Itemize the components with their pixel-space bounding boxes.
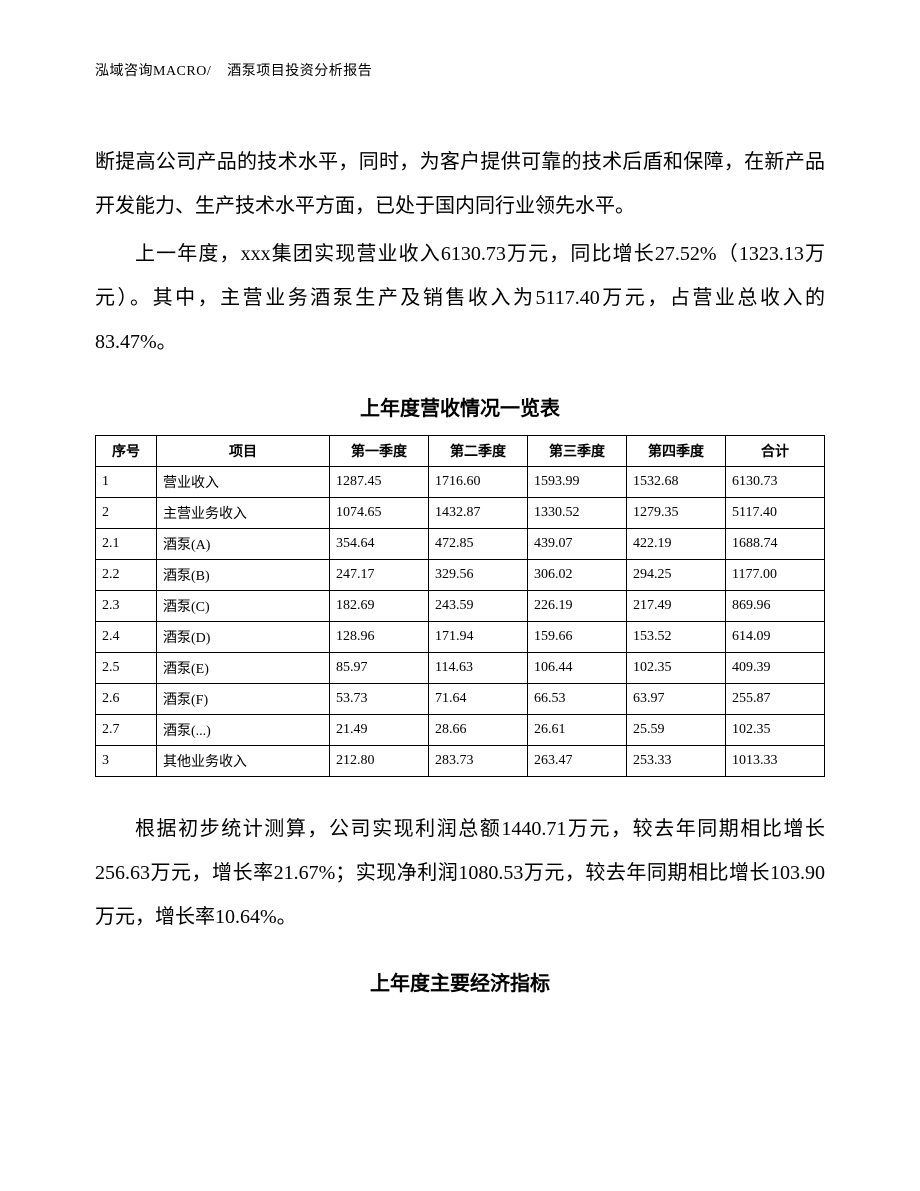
cell-q4: 153.52 <box>627 622 726 653</box>
cell-seq: 1 <box>96 467 157 498</box>
cell-q1: 1287.45 <box>330 467 429 498</box>
cell-total: 1688.74 <box>726 529 825 560</box>
col-q3: 第三季度 <box>528 436 627 467</box>
paragraph-2: 上一年度，xxx集团实现营业收入6130.73万元，同比增长27.52%（132… <box>95 232 825 364</box>
table-row: 2.2 酒泵(B) 247.17 329.56 306.02 294.25 11… <box>96 560 825 591</box>
col-q4: 第四季度 <box>627 436 726 467</box>
cell-item: 酒泵(A) <box>157 529 330 560</box>
cell-q1: 182.69 <box>330 591 429 622</box>
cell-item: 其他业务收入 <box>157 746 330 777</box>
cell-seq: 2.4 <box>96 622 157 653</box>
cell-q1: 53.73 <box>330 684 429 715</box>
cell-q4: 63.97 <box>627 684 726 715</box>
cell-seq: 2.6 <box>96 684 157 715</box>
document-page: 泓域咨询MACRO/ 酒泵项目投资分析报告 断提高公司产品的技术水平，同时，为客… <box>0 0 920 1191</box>
cell-q3: 159.66 <box>528 622 627 653</box>
table-row: 2 主营业务收入 1074.65 1432.87 1330.52 1279.35… <box>96 498 825 529</box>
cell-q4: 294.25 <box>627 560 726 591</box>
table-row: 2.3 酒泵(C) 182.69 243.59 226.19 217.49 86… <box>96 591 825 622</box>
cell-q1: 1074.65 <box>330 498 429 529</box>
table-row: 2.1 酒泵(A) 354.64 472.85 439.07 422.19 16… <box>96 529 825 560</box>
cell-seq: 2.3 <box>96 591 157 622</box>
table-row: 2.5 酒泵(E) 85.97 114.63 106.44 102.35 409… <box>96 653 825 684</box>
cell-seq: 2.1 <box>96 529 157 560</box>
cell-q4: 217.49 <box>627 591 726 622</box>
cell-seq: 2.5 <box>96 653 157 684</box>
col-total: 合计 <box>726 436 825 467</box>
table-body: 1 营业收入 1287.45 1716.60 1593.99 1532.68 6… <box>96 467 825 777</box>
cell-item: 酒泵(C) <box>157 591 330 622</box>
table-row: 2.7 酒泵(...) 21.49 28.66 26.61 25.59 102.… <box>96 715 825 746</box>
table-header-row: 序号 项目 第一季度 第二季度 第三季度 第四季度 合计 <box>96 436 825 467</box>
col-q1: 第一季度 <box>330 436 429 467</box>
cell-item: 酒泵(B) <box>157 560 330 591</box>
cell-q4: 102.35 <box>627 653 726 684</box>
cell-q1: 85.97 <box>330 653 429 684</box>
cell-item: 酒泵(...) <box>157 715 330 746</box>
cell-total: 1177.00 <box>726 560 825 591</box>
table-row: 2.4 酒泵(D) 128.96 171.94 159.66 153.52 61… <box>96 622 825 653</box>
cell-seq: 2.7 <box>96 715 157 746</box>
cell-item: 酒泵(D) <box>157 622 330 653</box>
page-header: 泓域咨询MACRO/ 酒泵项目投资分析报告 <box>95 60 825 80</box>
cell-q2: 1716.60 <box>429 467 528 498</box>
cell-q4: 1279.35 <box>627 498 726 529</box>
cell-q3: 226.19 <box>528 591 627 622</box>
table-row: 3 其他业务收入 212.80 283.73 263.47 253.33 101… <box>96 746 825 777</box>
cell-item: 主营业务收入 <box>157 498 330 529</box>
cell-total: 6130.73 <box>726 467 825 498</box>
cell-q1: 212.80 <box>330 746 429 777</box>
table-row: 2.6 酒泵(F) 53.73 71.64 66.53 63.97 255.87 <box>96 684 825 715</box>
cell-total: 409.39 <box>726 653 825 684</box>
cell-q2: 114.63 <box>429 653 528 684</box>
cell-q2: 71.64 <box>429 684 528 715</box>
header-left: 泓域咨询MACRO/ <box>95 64 211 79</box>
cell-q4: 422.19 <box>627 529 726 560</box>
table2-title: 上年度主要经济指标 <box>95 967 825 996</box>
cell-total: 869.96 <box>726 591 825 622</box>
col-q2: 第二季度 <box>429 436 528 467</box>
cell-total: 614.09 <box>726 622 825 653</box>
cell-q3: 1593.99 <box>528 467 627 498</box>
cell-q2: 472.85 <box>429 529 528 560</box>
cell-q4: 1532.68 <box>627 467 726 498</box>
cell-total: 1013.33 <box>726 746 825 777</box>
paragraph-1: 断提高公司产品的技术水平，同时，为客户提供可靠的技术后盾和保障，在新产品开发能力… <box>95 140 825 228</box>
cell-q2: 243.59 <box>429 591 528 622</box>
table-row: 1 营业收入 1287.45 1716.60 1593.99 1532.68 6… <box>96 467 825 498</box>
cell-total: 5117.40 <box>726 498 825 529</box>
cell-q3: 26.61 <box>528 715 627 746</box>
cell-seq: 2.2 <box>96 560 157 591</box>
cell-item: 酒泵(F) <box>157 684 330 715</box>
cell-q2: 329.56 <box>429 560 528 591</box>
revenue-table: 序号 项目 第一季度 第二季度 第三季度 第四季度 合计 1 营业收入 1287… <box>95 435 825 777</box>
cell-q4: 253.33 <box>627 746 726 777</box>
table1-title: 上年度营收情况一览表 <box>95 392 825 421</box>
col-item: 项目 <box>157 436 330 467</box>
cell-q2: 283.73 <box>429 746 528 777</box>
cell-q3: 106.44 <box>528 653 627 684</box>
cell-q3: 66.53 <box>528 684 627 715</box>
cell-total: 255.87 <box>726 684 825 715</box>
header-right: 酒泵项目投资分析报告 <box>227 64 372 79</box>
cell-item: 营业收入 <box>157 467 330 498</box>
cell-seq: 2 <box>96 498 157 529</box>
cell-q2: 28.66 <box>429 715 528 746</box>
cell-q3: 439.07 <box>528 529 627 560</box>
cell-seq: 3 <box>96 746 157 777</box>
cell-q2: 171.94 <box>429 622 528 653</box>
paragraph-3: 根据初步统计测算，公司实现利润总额1440.71万元，较去年同期相比增长256.… <box>95 807 825 939</box>
col-seq: 序号 <box>96 436 157 467</box>
cell-q2: 1432.87 <box>429 498 528 529</box>
cell-item: 酒泵(E) <box>157 653 330 684</box>
cell-q4: 25.59 <box>627 715 726 746</box>
cell-q1: 128.96 <box>330 622 429 653</box>
cell-q3: 306.02 <box>528 560 627 591</box>
cell-total: 102.35 <box>726 715 825 746</box>
cell-q3: 1330.52 <box>528 498 627 529</box>
cell-q1: 21.49 <box>330 715 429 746</box>
cell-q1: 247.17 <box>330 560 429 591</box>
cell-q3: 263.47 <box>528 746 627 777</box>
cell-q1: 354.64 <box>330 529 429 560</box>
